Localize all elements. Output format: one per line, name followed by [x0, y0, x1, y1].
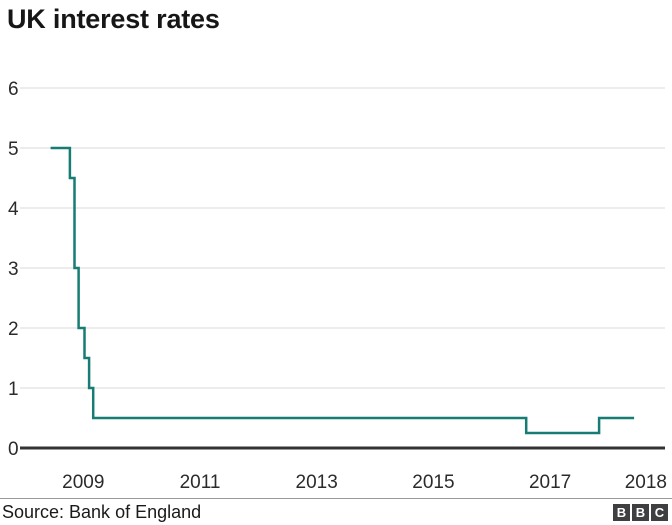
y-tick-label: 4	[8, 199, 19, 220]
rate-step-line	[50, 146, 635, 435]
chart-title: UK interest rates	[7, 4, 220, 34]
y-tick-label: 3	[8, 259, 19, 280]
chart-footer: Source: Bank of England B B C	[0, 498, 672, 525]
x-tick-label: 2011	[180, 472, 221, 493]
bbc-logo: B B C	[613, 503, 668, 521]
y-tick-label: 5	[8, 139, 19, 160]
bbc-logo-block-b2: B	[632, 503, 649, 521]
bbc-logo-block-b1: B	[613, 503, 630, 521]
x-tick-label: 2013	[296, 472, 338, 493]
x-tick-label: 2009	[62, 472, 104, 493]
y-tick-label: 0	[8, 439, 19, 460]
y-tick-label: 2	[8, 319, 19, 340]
x-tick-label: 2017	[529, 472, 571, 493]
x-tick-label: 2018	[625, 472, 667, 493]
x-tick-label: 2015	[412, 472, 454, 493]
source-label: Source: Bank of England	[2, 502, 202, 522]
y-tick-label: 6	[8, 79, 19, 100]
y-tick-label: 1	[8, 379, 19, 400]
bbc-logo-block-c: C	[651, 503, 668, 521]
